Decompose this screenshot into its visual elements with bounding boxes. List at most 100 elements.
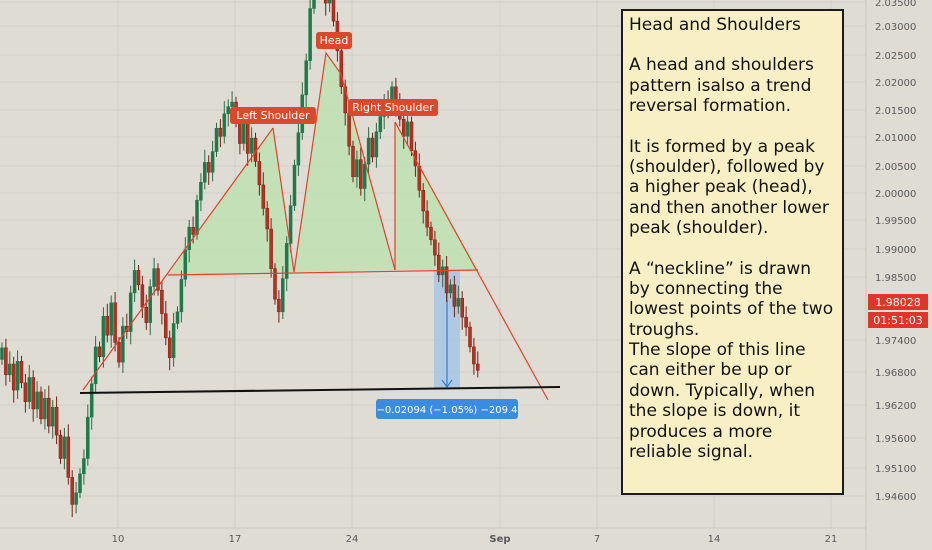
price-axis[interactable]: 2.03500 2.03000 2.02500 2.02000 2.01500 2.010… xyxy=(865,0,916,550)
time-tick: 21 xyxy=(825,534,838,545)
candle xyxy=(218,119,223,148)
neckline[interactable] xyxy=(167,269,479,276)
time-tick: 24 xyxy=(346,534,359,545)
price-tick: 1.95600 xyxy=(875,434,916,445)
candle xyxy=(15,350,20,400)
candle xyxy=(58,429,63,464)
candle xyxy=(210,140,215,182)
candle xyxy=(89,376,94,430)
candle xyxy=(199,173,203,211)
candle xyxy=(421,183,425,224)
candle xyxy=(257,152,262,196)
price-tick: 1.97400 xyxy=(875,336,916,347)
current-price-badge: 1.98028 xyxy=(868,294,928,310)
head-label[interactable]: Head xyxy=(316,32,352,49)
candle xyxy=(187,220,191,263)
price-tick: 1.99500 xyxy=(875,216,916,227)
time-tick: 10 xyxy=(112,534,125,545)
time-axis[interactable]: 10 17 24 Sep 7 14 21 xyxy=(0,527,866,545)
candle xyxy=(0,342,4,365)
timer-text: 01:51:03 xyxy=(873,314,922,327)
left-shoulder-label[interactable]: Left Shoulder xyxy=(230,107,316,124)
candle xyxy=(277,290,281,323)
head-label-text: Head xyxy=(320,34,349,47)
candle xyxy=(109,295,113,348)
candle xyxy=(281,265,285,319)
candle xyxy=(222,101,227,144)
candle xyxy=(269,218,273,278)
candle xyxy=(261,172,266,216)
candle xyxy=(43,389,47,430)
note-paragraph-3: A “neckline” is drawn by connecting the … xyxy=(629,258,834,340)
note-paragraph-2: It is formed by a peak (shoulder), follo… xyxy=(629,136,829,239)
candle xyxy=(401,112,406,149)
candle xyxy=(370,132,375,163)
trendline-up[interactable] xyxy=(82,127,274,391)
candle xyxy=(366,127,371,174)
candle xyxy=(74,481,78,514)
candle xyxy=(164,301,168,346)
candle xyxy=(355,150,359,188)
candle xyxy=(128,285,133,345)
candle xyxy=(452,275,457,318)
time-tick: 17 xyxy=(229,534,242,545)
candle xyxy=(113,292,117,352)
candle xyxy=(179,270,184,323)
price-tick: 1.99000 xyxy=(875,245,916,256)
candle xyxy=(203,149,207,190)
candles xyxy=(0,0,480,517)
time-tick: 14 xyxy=(708,534,721,545)
candle xyxy=(117,337,121,368)
candle xyxy=(105,303,110,343)
trendline-down[interactable] xyxy=(394,121,549,401)
candle xyxy=(468,321,472,353)
candle xyxy=(78,468,82,499)
candle xyxy=(136,265,141,291)
support-line[interactable] xyxy=(79,386,561,394)
price-tick: 1.95100 xyxy=(875,464,916,475)
candle xyxy=(456,285,461,314)
candle xyxy=(39,386,43,425)
candle xyxy=(82,449,86,485)
candle xyxy=(66,424,71,485)
note-title: Head and Shoulders xyxy=(629,15,801,35)
candle xyxy=(50,400,55,439)
candle xyxy=(152,257,156,296)
candle xyxy=(132,259,137,302)
measure-label[interactable]: −0.02094 (−1.05%) −209.4 xyxy=(376,399,518,419)
candle xyxy=(101,307,106,368)
candle xyxy=(460,291,464,330)
candle xyxy=(35,381,39,418)
note-paragraph-1: A head and shoulders pattern isalso a tr… xyxy=(629,55,814,117)
candle xyxy=(359,147,363,196)
candle xyxy=(214,122,219,157)
candle xyxy=(444,256,449,302)
candle xyxy=(171,312,176,367)
candle xyxy=(47,385,51,434)
head-fill xyxy=(294,53,395,272)
candle xyxy=(312,0,316,14)
candle xyxy=(331,0,336,27)
candle xyxy=(327,0,332,13)
candle xyxy=(19,355,24,389)
candle xyxy=(175,306,180,329)
candle xyxy=(273,263,277,305)
candle xyxy=(433,230,437,266)
candle xyxy=(296,123,301,176)
candle xyxy=(405,111,410,146)
candle xyxy=(156,263,160,296)
candle xyxy=(160,281,164,325)
explanation-note: Head and Shoulders A head and shoulders … xyxy=(621,9,844,495)
candle xyxy=(93,336,98,393)
candle xyxy=(304,53,308,108)
candle xyxy=(54,396,59,445)
candle xyxy=(265,201,269,242)
timer-badge: 01:51:03 xyxy=(868,312,928,328)
right-shoulder-label[interactable]: Right Shoulder xyxy=(348,99,438,116)
candle xyxy=(27,364,32,409)
candle xyxy=(4,338,8,386)
candle xyxy=(425,200,429,237)
price-tick: 2.02500 xyxy=(875,51,916,62)
left-shoulder-label-text: Left Shoulder xyxy=(236,109,310,122)
pattern-line[interactable] xyxy=(272,51,396,273)
